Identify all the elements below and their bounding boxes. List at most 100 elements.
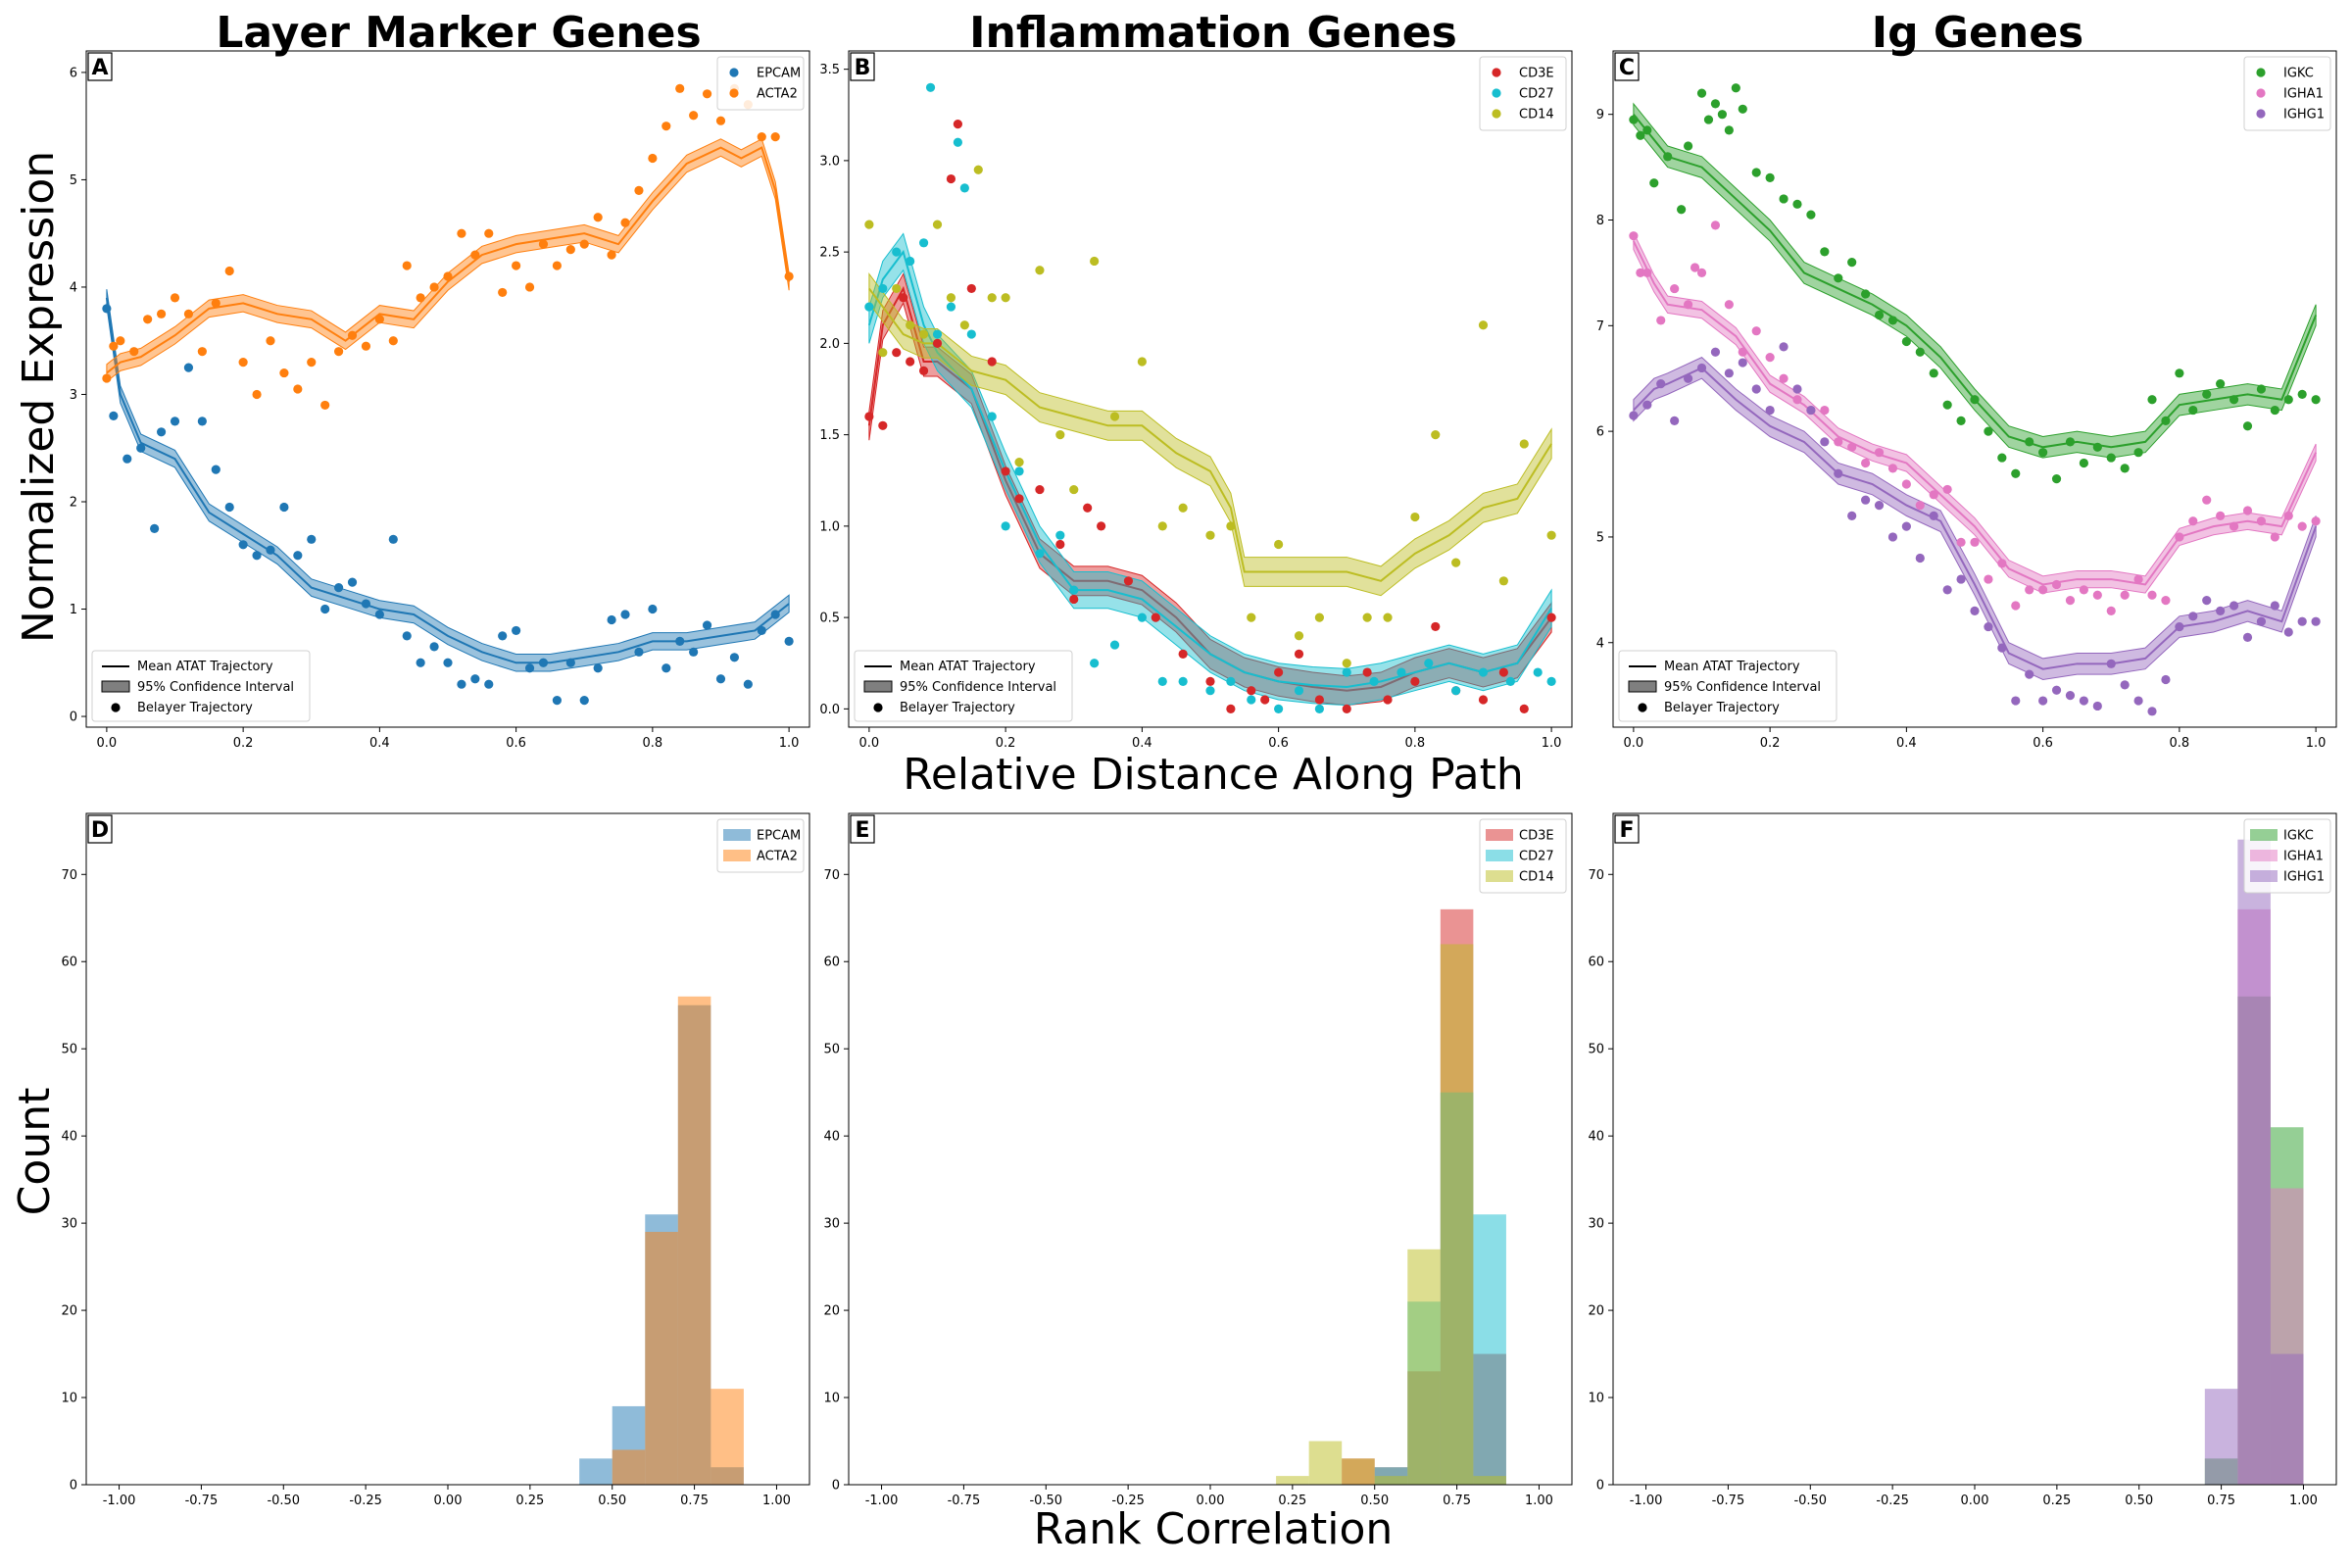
point-igha1	[1970, 537, 1980, 547]
point-epcam	[607, 614, 616, 625]
legend-marker-ighg1	[2256, 109, 2266, 119]
point-cd3e	[1314, 695, 1324, 705]
ci-band-ighg1	[1633, 357, 2317, 681]
x-tick-label: 1.0	[779, 736, 800, 751]
column-title-ig: Ig Genes	[1872, 8, 2084, 58]
point-cd27	[966, 329, 976, 339]
style-legend-belayer: Belayer Trajectory	[900, 701, 1015, 715]
point-acta2	[374, 315, 384, 324]
point-ighg1	[1874, 500, 1885, 511]
bar-cd14	[1374, 1476, 1408, 1485]
panel-e: -1.00 -0.75 -0.50 -0.25 0.00 0.25 0.50 0.75 1.00…	[823, 812, 1573, 1508]
panel-b: 0.0 0.2 0.4 0.6 0.8 1.0 0.0 0.5 1.0 1.5 2.0 2.5 3.0 3…	[819, 50, 1573, 751]
point-ighg1	[1970, 606, 1980, 616]
style-legend-belayer: Belayer Trajectory	[1664, 701, 1780, 715]
point-cd27	[1478, 667, 1489, 677]
point-acta2	[156, 309, 167, 318]
point-igha1	[1738, 347, 1747, 357]
point-igkc	[1984, 426, 1993, 436]
point-igha1	[1670, 283, 1680, 294]
style-legend: Mean ATAT Trajectory 95% Confidence Inter…	[854, 650, 1073, 722]
point-acta2	[402, 261, 412, 270]
point-igkc	[1792, 199, 1802, 209]
point-cd27	[1342, 667, 1351, 677]
panel-label-box	[87, 52, 113, 81]
point-igha1	[1901, 479, 1911, 489]
point-epcam	[552, 696, 562, 706]
point-epcam	[675, 636, 685, 646]
point-igkc	[1765, 172, 1775, 182]
style-legend-ci: 95% Confidence Interval	[900, 680, 1056, 695]
point-igkc	[2216, 379, 2226, 389]
y-tick-label: 1	[70, 603, 77, 617]
point-igha1	[1887, 464, 1898, 473]
x-tick-label: 1.00	[762, 1494, 791, 1508]
panel-label: E	[855, 818, 869, 843]
plot-area	[2204, 839, 2304, 1485]
bar-epcam	[579, 1458, 612, 1485]
point-cd14	[1478, 320, 1489, 330]
point-cd27	[1451, 686, 1461, 696]
point-ighg1	[1887, 532, 1898, 542]
point-igkc	[1942, 400, 1952, 410]
point-acta2	[757, 132, 766, 142]
x-tick-label: 0.0	[859, 736, 880, 751]
y-tick-label: 30	[1588, 1217, 1604, 1232]
panel-label: F	[1619, 818, 1634, 843]
y-tick-label: 20	[61, 1304, 77, 1319]
point-ighg1	[1942, 585, 1952, 595]
point-cd14	[987, 293, 997, 303]
x-tick-label: 0.6	[1268, 736, 1289, 751]
bar-cd14	[1342, 1458, 1375, 1485]
x-tick-label: 0.00	[434, 1494, 463, 1508]
point-cd14	[1137, 357, 1147, 367]
point-acta2	[457, 228, 466, 238]
legend-marker-igha1	[2256, 88, 2266, 98]
point-epcam	[109, 411, 119, 420]
series-legend: IGKC IGHA1 IGHG1	[2243, 56, 2331, 131]
series-legend: CD3E CD27 CD14	[1479, 56, 1567, 131]
point-ighg1	[2242, 632, 2253, 642]
point-igkc	[1779, 194, 1788, 204]
top-x-axis-label: Relative Distance Along Path	[903, 750, 1524, 800]
legend-frame	[1479, 56, 1567, 131]
point-cd3e	[906, 357, 915, 367]
y-tick-label: 30	[61, 1217, 77, 1232]
point-epcam	[498, 631, 508, 641]
point-igha1	[1779, 373, 1788, 383]
point-cd14	[1014, 457, 1024, 467]
axes-frame	[1612, 812, 2337, 1486]
y-tick-label: 1.5	[819, 428, 840, 443]
x-tick-label: -0.75	[185, 1494, 219, 1508]
y-tick-label: 6	[1596, 425, 1604, 440]
point-igha1	[1642, 268, 1652, 278]
point-acta2	[170, 293, 180, 303]
point-cd3e	[953, 119, 962, 129]
point-epcam	[634, 647, 644, 657]
point-cd27	[959, 183, 969, 193]
point-igkc	[1717, 110, 1727, 120]
y-tick-label: 0	[70, 1479, 77, 1494]
bar-cd14	[1276, 1476, 1309, 1485]
point-igkc	[2106, 453, 2116, 463]
style-legend-band-icon	[1628, 680, 1657, 693]
point-igha1	[1984, 574, 1993, 584]
point-igkc	[1663, 152, 1673, 162]
panel-label: A	[91, 56, 108, 80]
style-legend-frame	[854, 650, 1073, 722]
panel-label-box	[87, 814, 113, 844]
legend-marker-cd27	[1492, 88, 1501, 98]
point-cd14	[1451, 558, 1461, 567]
point-epcam	[484, 679, 494, 689]
point-ighg1	[2079, 696, 2088, 706]
point-epcam	[538, 658, 549, 667]
panel-label-box	[1614, 52, 1640, 81]
x-tick-label: 1.00	[2289, 1494, 2318, 1508]
point-cd14	[1205, 530, 1215, 540]
point-acta2	[470, 250, 480, 260]
point-igha1	[1656, 316, 1666, 325]
point-cd14	[1342, 659, 1351, 668]
legend-label-cd27: CD27	[1519, 850, 1554, 864]
point-epcam	[266, 545, 275, 555]
point-cd14	[1157, 521, 1167, 531]
